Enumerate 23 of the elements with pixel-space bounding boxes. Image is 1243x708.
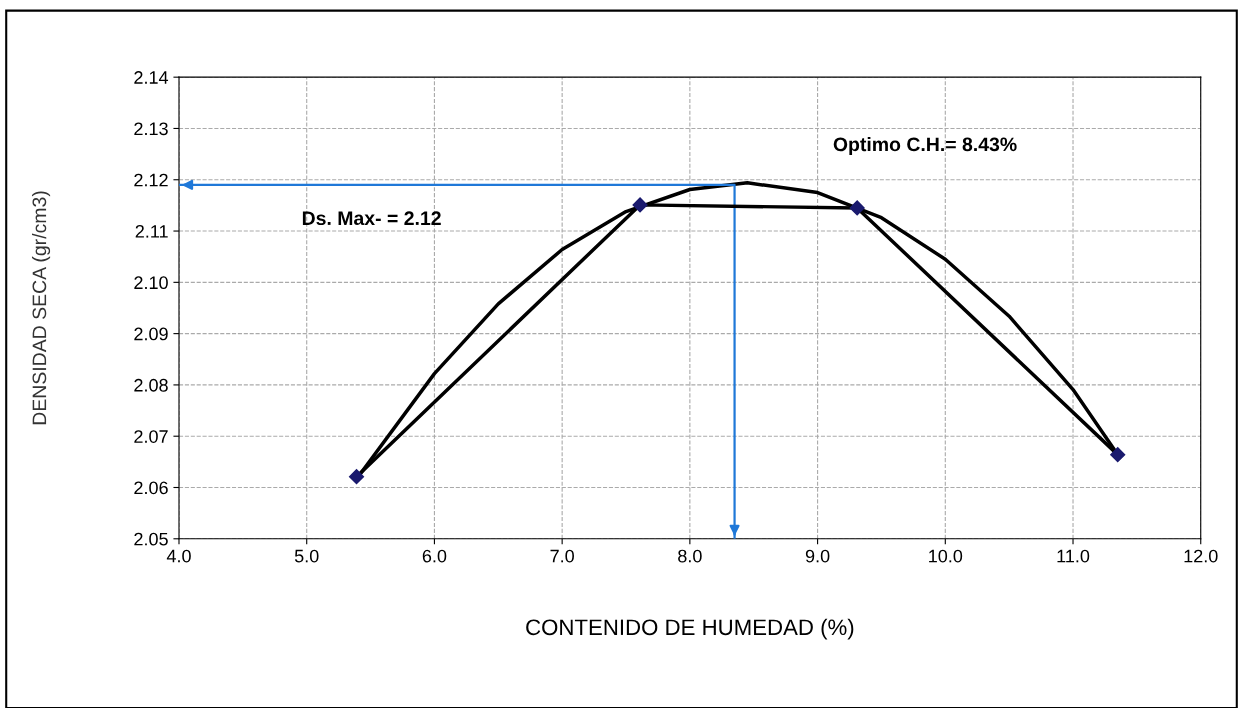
x-tick-label: 10.0 xyxy=(929,549,963,563)
y-tick-label: 2.11 xyxy=(135,224,168,238)
y-axis-title: DENSIDAD SECA (gr/cm3) xyxy=(31,191,51,425)
y-tick-label: 2.07 xyxy=(134,430,168,443)
annotation: Optimo C.H.= 8.43% xyxy=(833,136,1017,156)
x-tick-label: 9.0 xyxy=(805,549,830,563)
y-tick-label: 2.12 xyxy=(134,173,168,187)
x-axis-title: CONTENIDO DE HUMEDAD (%) xyxy=(526,618,854,640)
y-tick-label: 2.10 xyxy=(134,276,168,290)
x-tick-label: 5.0 xyxy=(294,549,319,563)
x-tick-label: 7.0 xyxy=(550,549,574,563)
x-tick-label: 11.0 xyxy=(1057,549,1090,563)
y-tick-label: 2.09 xyxy=(134,327,168,341)
x-tick-label: 4.0 xyxy=(166,549,191,563)
y-tick-label: 2.06 xyxy=(134,481,168,495)
annotation: Ds. Max- = 2.12 xyxy=(302,211,441,226)
y-tick-label: 2.05 xyxy=(134,532,168,546)
x-tick-label: 8.0 xyxy=(678,549,702,563)
y-tick-label: 2.13 xyxy=(134,122,168,136)
y-tick-label: 2.08 xyxy=(134,378,168,392)
x-tick-label: 12.0 xyxy=(1184,549,1218,563)
x-tick-label: 6.0 xyxy=(422,549,447,563)
y-tick-label: 2.14 xyxy=(134,71,169,84)
